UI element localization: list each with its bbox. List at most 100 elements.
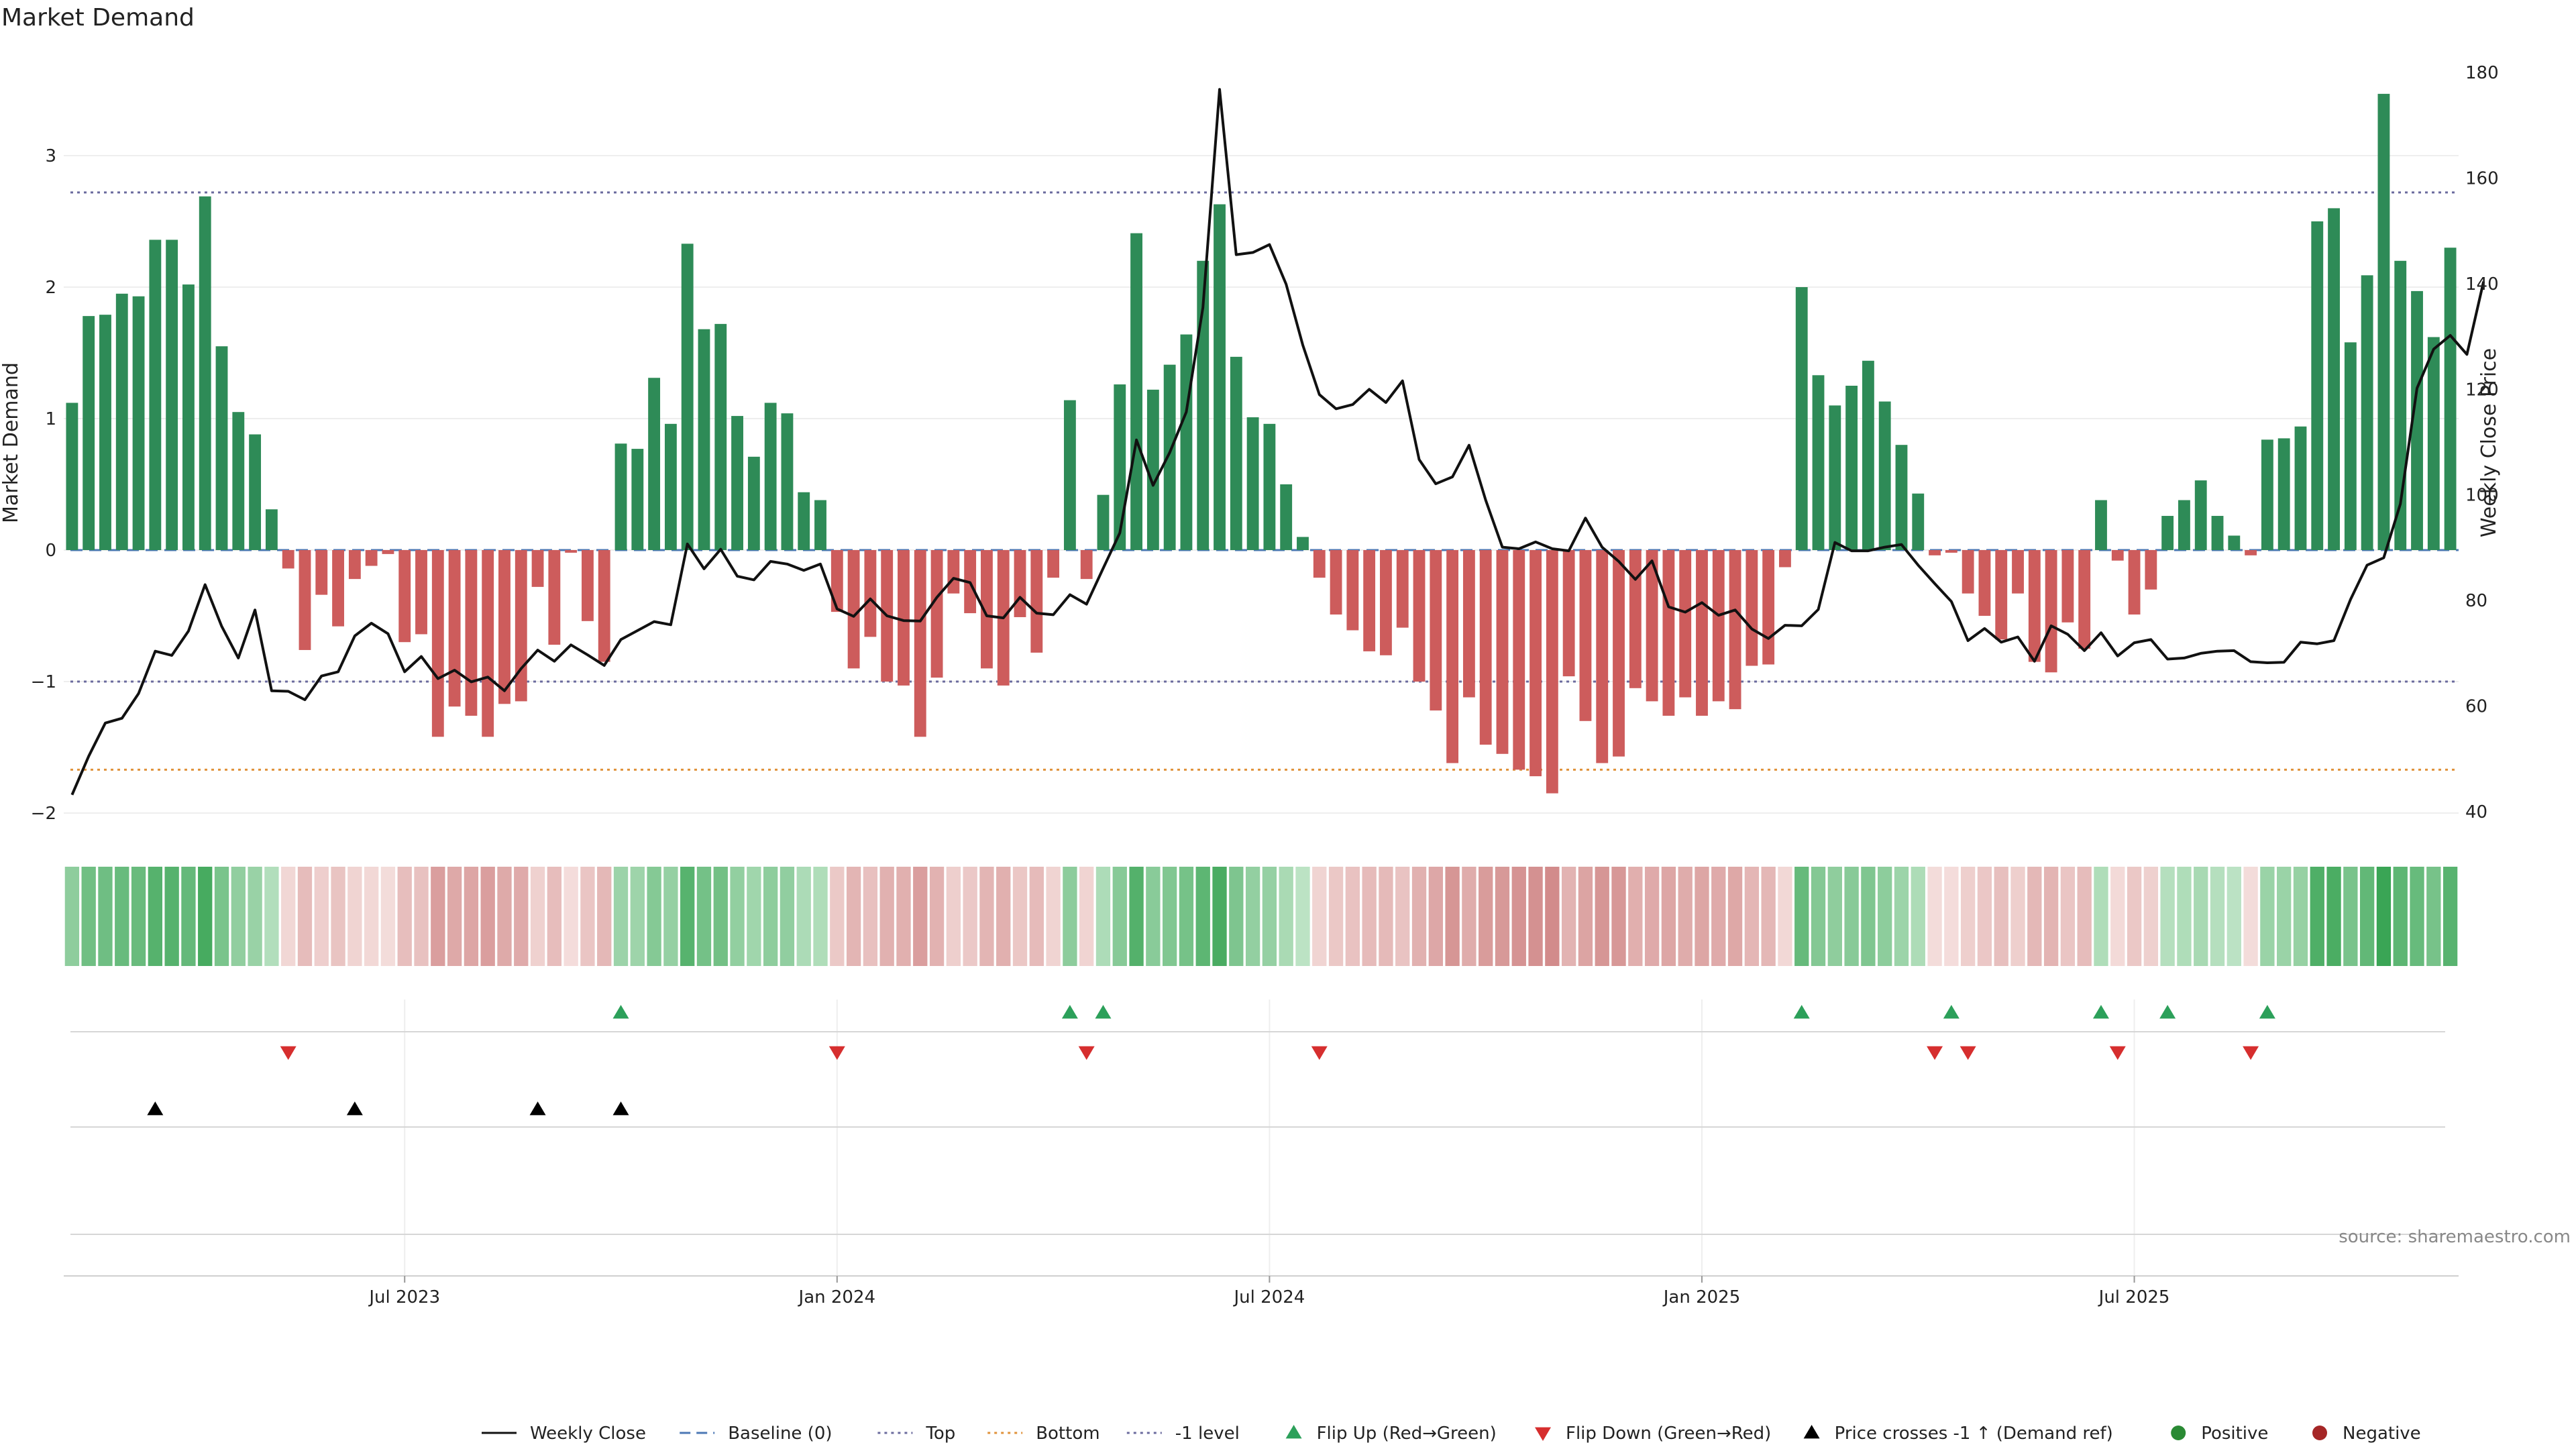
bar-positive	[2311, 221, 2324, 550]
heat-cell-negative	[979, 867, 994, 966]
price-cross-marker	[346, 1102, 363, 1116]
bar-negative	[1313, 550, 1326, 578]
heat-cell-positive	[164, 867, 179, 966]
bar-negative	[1529, 550, 1542, 777]
y2-tick-label: 40	[2465, 802, 2487, 822]
heat-cell-negative	[2110, 867, 2125, 966]
bar-positive	[1063, 400, 1076, 550]
legend: Weekly Close Baseline (0) Top Bottom -1 leve…	[482, 1424, 2421, 1444]
heat-cell-positive	[1827, 867, 1842, 966]
heat-cell-negative	[1462, 867, 1477, 966]
legend-item: Baseline (0)	[680, 1424, 833, 1444]
bar-positive	[2277, 438, 2290, 550]
bar-negative	[1380, 550, 1392, 655]
bar-positive	[1895, 445, 1908, 550]
heat-cell-positive	[2359, 867, 2375, 966]
bar-negative	[1346, 550, 1359, 631]
heat-cell-positive	[248, 867, 262, 966]
heat-cell-negative	[1611, 867, 1626, 966]
bar-positive	[1097, 494, 1110, 550]
heat-cell-negative	[1561, 867, 1576, 966]
bar-negative	[315, 550, 328, 595]
heat-cell-negative	[1046, 867, 1061, 966]
heat-cell-positive	[780, 867, 795, 966]
legend-item: Bottom	[987, 1424, 1100, 1444]
bar-positive	[199, 196, 211, 550]
x-tick-label: Jul 2023	[368, 1287, 440, 1307]
bar-negative	[914, 550, 926, 737]
bar-negative	[2012, 550, 2024, 594]
axes: 3 2 1 0 −1 −2 180 160 140 120 100 80 60 40	[31, 63, 2499, 824]
heat-cell-negative	[281, 867, 296, 966]
bar-negative	[930, 550, 943, 678]
legend-swatch	[1285, 1425, 1302, 1439]
bar-negative	[1562, 550, 1575, 677]
heat-cell-negative	[830, 867, 845, 966]
bar-negative	[1712, 550, 1725, 702]
y2-axis-label: Weekly Close Price	[2477, 348, 2501, 537]
heat-cell-negative	[1744, 867, 1760, 966]
bar-positive	[747, 456, 760, 550]
bar-negative	[1014, 550, 1026, 617]
heat-cell-positive	[115, 867, 129, 966]
heat-cell-positive	[131, 867, 146, 966]
bar-negative	[830, 550, 843, 612]
bar-positive	[1845, 386, 1858, 550]
heat-cell-negative	[1312, 867, 1327, 966]
heat-cell-positive	[2426, 867, 2441, 966]
bar-negative	[1030, 550, 1043, 653]
bar-positive	[1130, 233, 1142, 550]
heat-cell-negative	[2077, 867, 2092, 966]
y-tick-label: 1	[45, 409, 56, 429]
bar-positive	[2328, 208, 2340, 550]
legend-item: Flip Down (Green→Red)	[1535, 1424, 1771, 1444]
y2-tick-label: 120	[2465, 380, 2499, 400]
bar-negative	[2078, 550, 2091, 649]
heat-cell-positive	[1212, 867, 1227, 966]
bar-positive	[232, 412, 245, 550]
heat-cell-positive	[2343, 867, 2358, 966]
heat-cell-negative	[414, 867, 429, 966]
heat-cell-negative	[397, 867, 412, 966]
bar-positive	[115, 293, 128, 550]
bar-negative	[1496, 550, 1509, 754]
y-tick-label: 2	[45, 278, 56, 298]
heat-cell-negative	[347, 867, 362, 966]
bar-positive	[1795, 287, 1808, 550]
heat-cell-negative	[580, 867, 595, 966]
heat-cell-negative	[297, 867, 313, 966]
heat-cell-positive	[713, 867, 728, 966]
heat-cell-negative	[447, 867, 462, 966]
heat-cell-positive	[64, 867, 80, 966]
legend-swatch	[2171, 1426, 2186, 1440]
bar-positive	[1214, 204, 1226, 550]
bar-negative	[465, 550, 478, 716]
heat-cell-positive	[613, 867, 629, 966]
heat-cell-negative	[2043, 867, 2059, 966]
bar-negative	[1662, 550, 1675, 716]
flip-down-marker	[2243, 1046, 2259, 1060]
flip-up-marker	[1095, 1005, 1112, 1019]
heat-cell-negative	[2027, 867, 2042, 966]
heat-cell-negative	[497, 867, 512, 966]
flip-up-marker	[1793, 1005, 1810, 1019]
flip-up-marker	[612, 1005, 629, 1019]
price-cross-marker	[612, 1102, 629, 1116]
heat-cell-positive	[813, 867, 828, 966]
bar-negative	[1396, 550, 1409, 628]
heat-cell-negative	[846, 867, 861, 966]
bar-negative	[864, 550, 877, 637]
heat-cell-positive	[1878, 867, 1892, 966]
bar-positive	[66, 402, 78, 550]
bar-negative	[1513, 550, 1525, 770]
heat-cell-negative	[331, 867, 345, 966]
x-tick-label: Jan 2025	[1662, 1287, 1741, 1307]
bar-positive	[1163, 364, 1176, 550]
weekly-close-line	[70, 88, 2485, 796]
heat-cell-negative	[1761, 867, 1776, 966]
heat-cell-negative	[879, 867, 894, 966]
y-tick-label: −1	[31, 672, 56, 692]
heat-cell-negative	[1328, 867, 1344, 966]
bar-positive	[2294, 426, 2307, 550]
